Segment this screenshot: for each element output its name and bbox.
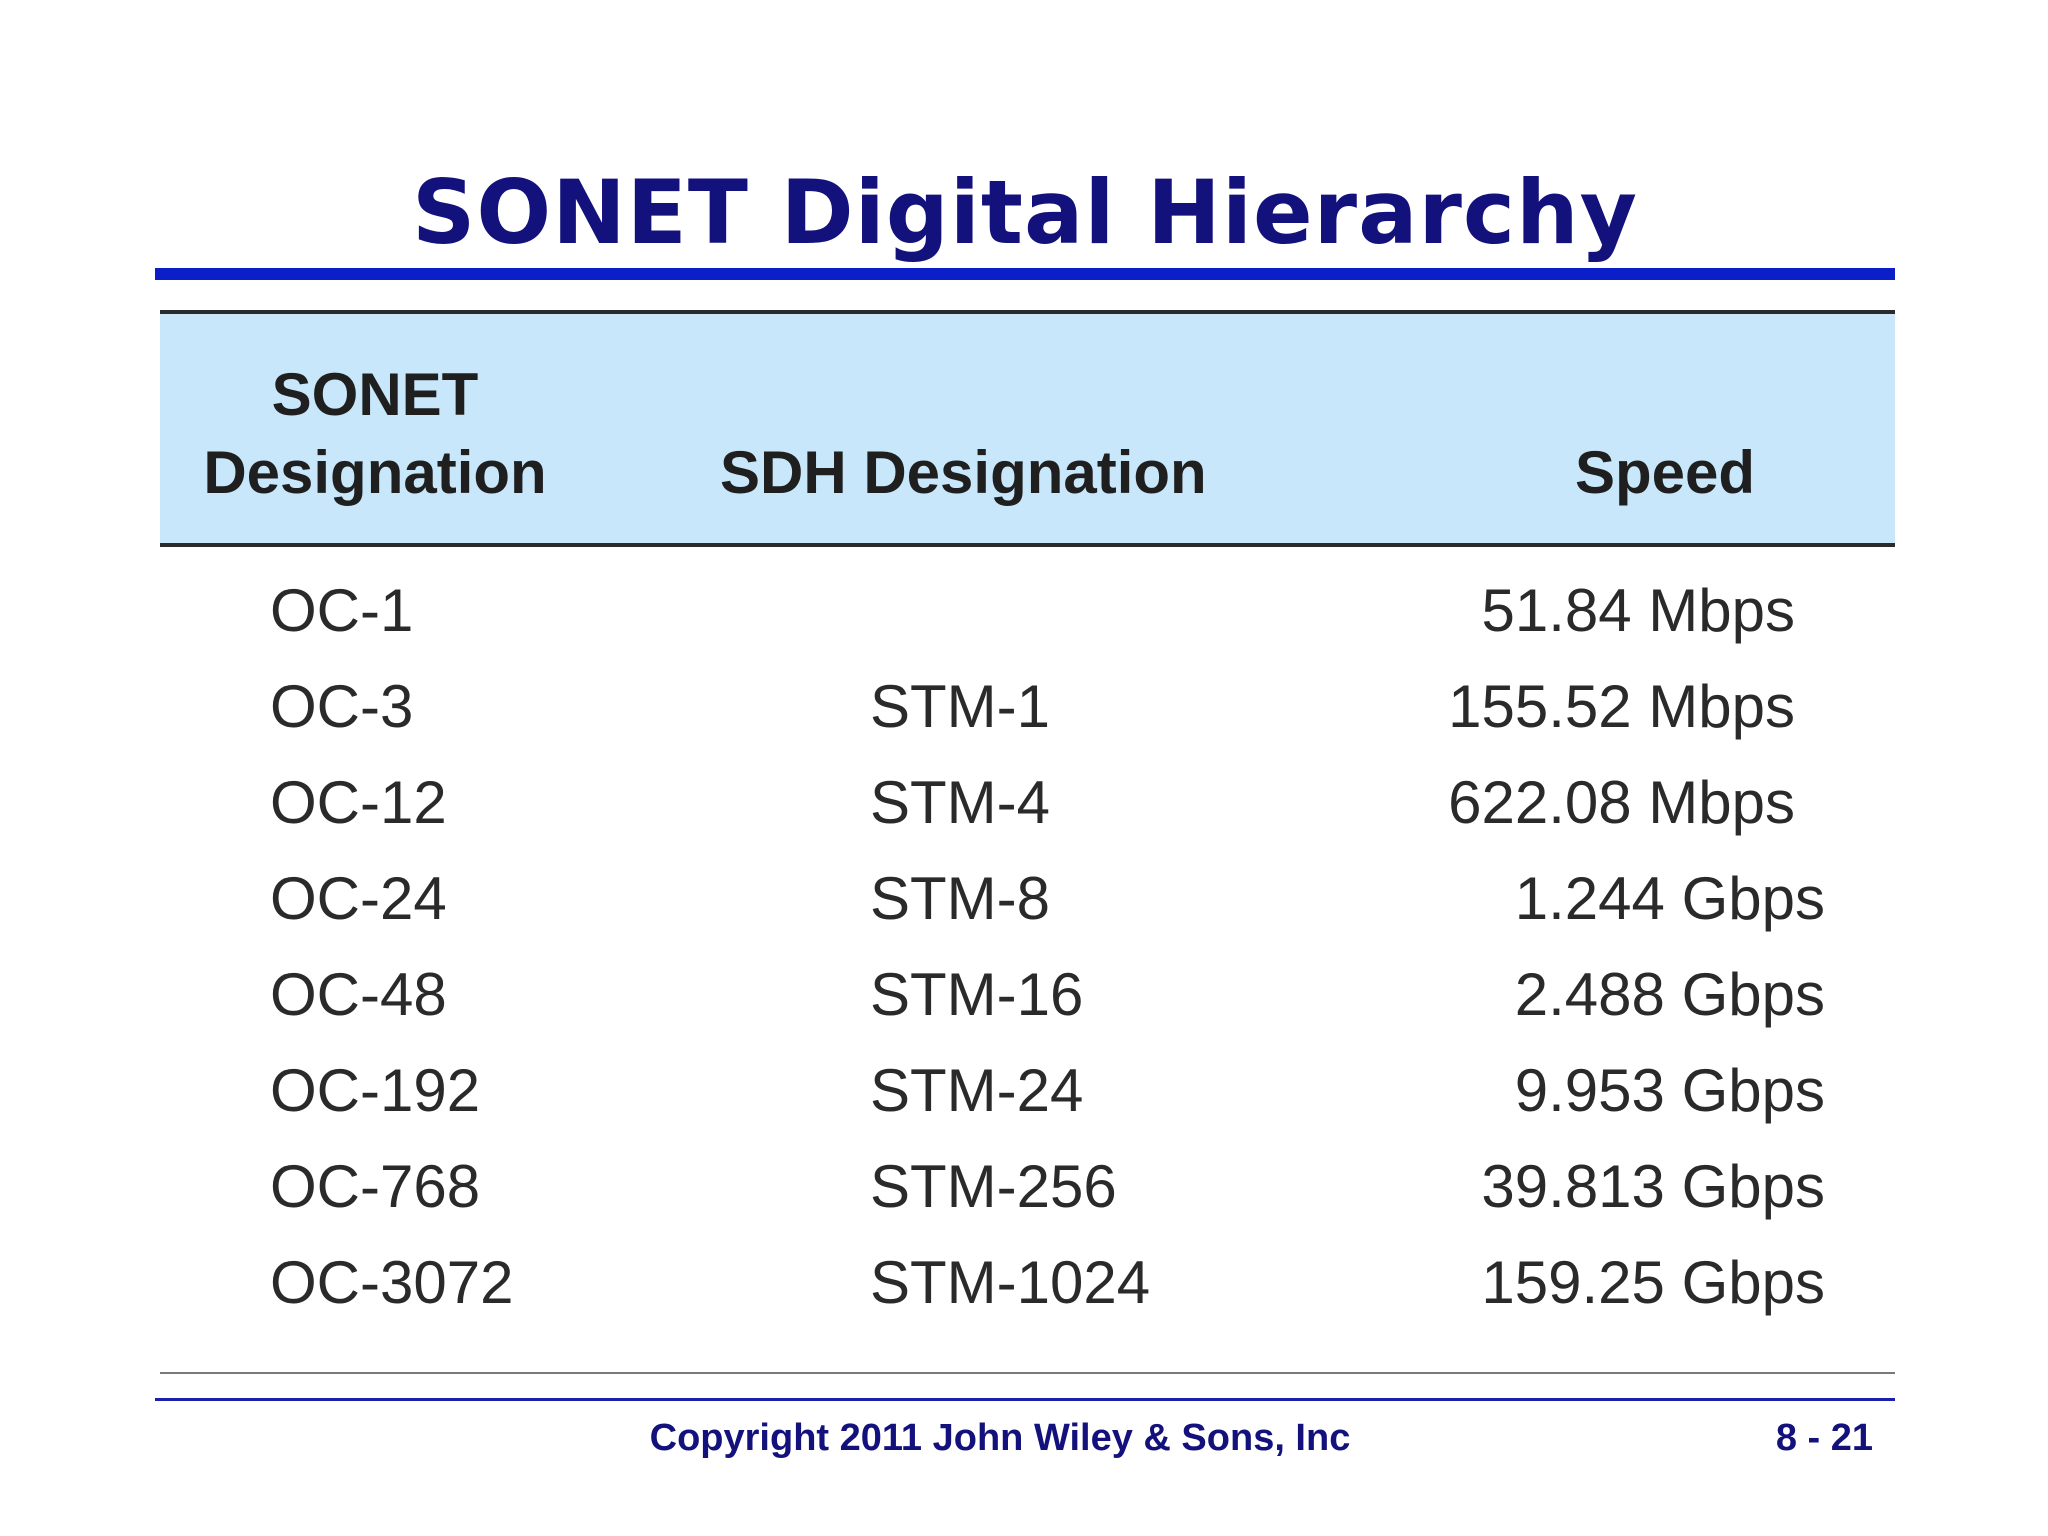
table-row: OC-192 STM-24 9.953 Gbps xyxy=(160,1043,1895,1139)
cell-sdh: STM-256 xyxy=(870,1153,1117,1220)
cell-speed: 155.52 Mbps xyxy=(1448,673,1795,740)
cell-speed: 159.25 Gbps xyxy=(1481,1249,1825,1316)
cell-sonet: OC-12 xyxy=(270,769,447,836)
table-bottom-rule xyxy=(160,1372,1895,1374)
cell-speed: 1.244 Gbps xyxy=(1514,865,1825,932)
table-row: OC-48 STM-16 2.488 Gbps xyxy=(160,947,1895,1043)
cell-sdh: STM-8 xyxy=(870,865,1050,932)
cell-speed: 9.953 Gbps xyxy=(1514,1057,1825,1124)
cell-sonet: OC-3 xyxy=(270,673,414,740)
table-row: OC-3 STM-1 155.52 Mbps xyxy=(160,659,1895,755)
sonet-table: SONET Designation SDH Designation Speed … xyxy=(160,310,1895,1374)
footer-divider xyxy=(155,1398,1895,1401)
cell-sonet: OC-24 xyxy=(270,865,447,932)
slide-title: SONET Digital Hierarchy xyxy=(411,161,1639,264)
cell-sdh: STM-16 xyxy=(870,961,1084,1028)
cell-speed: 39.813 Gbps xyxy=(1481,1153,1825,1220)
table-header: SONET Designation SDH Designation Speed xyxy=(160,314,1895,547)
table-row: OC-1 51.84 Mbps xyxy=(160,563,1895,659)
table-row: OC-768 STM-256 39.813 Gbps xyxy=(160,1139,1895,1235)
footer-copyright: Copyright 2011 John Wiley & Sons, Inc xyxy=(649,1417,1351,1459)
header-sonet-line2: Designation xyxy=(203,439,547,506)
header-sonet-line1: SONET xyxy=(271,361,479,428)
cell-speed: 2.488 Gbps xyxy=(1514,961,1825,1028)
cell-sonet: OC-192 xyxy=(270,1057,481,1124)
table-body: OC-1 51.84 Mbps OC-3 STM-1 155.52 Mbps O… xyxy=(160,547,1895,1372)
cell-sonet: OC-768 xyxy=(270,1153,481,1220)
cell-sdh: STM-1024 xyxy=(870,1249,1151,1316)
table-top-rule xyxy=(160,310,1895,314)
header-sonet-designation: SONET Designation xyxy=(160,356,590,512)
cell-sdh: STM-24 xyxy=(870,1057,1084,1124)
page-number: 8 - 21 xyxy=(1775,1417,1873,1459)
cell-speed: 51.84 Mbps xyxy=(1481,577,1795,644)
cell-sonet: OC-48 xyxy=(270,961,447,1028)
header-sdh-designation: SDH Designation xyxy=(720,439,1207,506)
cell-sdh: STM-1 xyxy=(870,673,1050,740)
cell-speed: 622.08 Mbps xyxy=(1448,769,1795,836)
table-row: OC-12 STM-4 622.08 Mbps xyxy=(160,755,1895,851)
title-divider xyxy=(155,268,1895,280)
header-speed: Speed xyxy=(1574,439,1756,506)
cell-sdh: STM-4 xyxy=(870,769,1050,836)
cell-sonet: OC-3072 xyxy=(270,1249,514,1316)
table-row: OC-24 STM-8 1.244 Gbps xyxy=(160,851,1895,947)
cell-sonet: OC-1 xyxy=(270,577,414,644)
table-row: OC-3072 STM-1024 159.25 Gbps xyxy=(160,1235,1895,1331)
